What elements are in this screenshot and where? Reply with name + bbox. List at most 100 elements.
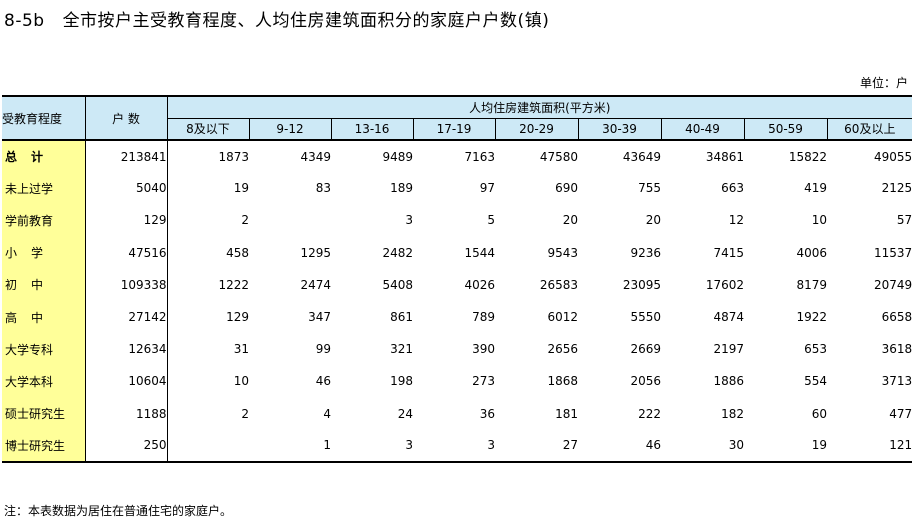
row-label: 高中 <box>2 300 86 334</box>
footnote: 注：本表数据为居住在普通住宅的家庭户。 <box>4 504 233 518</box>
value-cell: 1868 <box>547 374 578 389</box>
households-cell: 1188 <box>85 397 168 430</box>
value-cell: 7415 <box>713 245 744 260</box>
value-cell: 1922 <box>796 310 827 325</box>
value-cell: 5550 <box>630 310 661 325</box>
header-row: 受教育程度 户 数 人均住房建筑面积(平方米) <box>2 95 913 141</box>
value-cell: 321 <box>390 342 413 357</box>
value-cell: 99 <box>315 342 331 357</box>
value-cell: 3618 <box>881 342 913 357</box>
value-cell: 755 <box>638 181 661 196</box>
column-header: 17-19 <box>413 118 496 141</box>
value-cell: 34861 <box>705 149 744 164</box>
value-cell: 2 <box>241 406 249 421</box>
value-cell: 3 <box>405 213 413 228</box>
value-cell: 20749 <box>873 277 913 292</box>
value-cell: 198 <box>390 374 413 389</box>
value-cell: 47580 <box>539 149 578 164</box>
value-cell: 9543 <box>547 245 578 260</box>
value-cell: 2669 <box>630 342 661 357</box>
header-education: 受教育程度 <box>2 95 86 141</box>
table-row: 大学本科 10604 10 46 198 273 1868 2056 1886 554 3713 <box>2 365 913 398</box>
row-label: 初中 <box>2 268 86 301</box>
value-cell: 6658 <box>881 310 913 325</box>
value-cell: 83 <box>315 181 331 196</box>
subheader-row: 8及以下 9-12 13-16 17-19 20-29 30-39 40-49 50-59 60… <box>2 118 913 141</box>
value-cell: 4 <box>323 406 331 421</box>
value-cell: 11537 <box>873 245 913 260</box>
value-cell: 8179 <box>796 277 827 292</box>
row-label: 博士研究生 <box>2 429 86 463</box>
value-cell: 2474 <box>300 277 331 292</box>
value-cell <box>167 429 249 463</box>
value-cell: 4006 <box>796 245 827 260</box>
value-cell: 4874 <box>713 310 744 325</box>
value-cell: 5 <box>487 213 495 228</box>
value-cell: 1 <box>249 429 331 463</box>
value-cell: 10 <box>233 374 249 389</box>
column-header: 30-39 <box>578 118 662 141</box>
value-cell: 7163 <box>464 149 495 164</box>
value-cell: 861 <box>390 310 413 325</box>
value-cell: 46 <box>578 429 661 463</box>
value-cell: 554 <box>804 374 827 389</box>
table-row: 初中 109338 1222 2474 5408 4026 26583 23095 17602 8… <box>2 268 913 301</box>
row-label: 未上过学 <box>2 172 86 205</box>
total-row: 总计 213841 1873 4349 9489 7163 47580 43649 34861 1… <box>2 140 913 173</box>
value-cell: 1886 <box>713 374 744 389</box>
header-households: 户 数 <box>85 95 168 141</box>
value-cell: 17602 <box>705 277 744 292</box>
value-cell: 663 <box>721 181 744 196</box>
table-title: 全市按户主受教育程度、人均住房建筑面积分的家庭户户数(镇) <box>62 11 550 31</box>
value-cell: 789 <box>472 310 495 325</box>
households-cell: 27142 <box>85 300 168 334</box>
value-cell: 6012 <box>547 310 578 325</box>
households-cell: 250 <box>85 429 168 463</box>
value-cell: 15822 <box>788 149 827 164</box>
row-label: 硕士研究生 <box>2 397 86 430</box>
value-cell: 1295 <box>300 245 331 260</box>
table-row: 小学 47516 458 1295 2482 1544 9543 9236 7415 4006 11… <box>2 236 913 269</box>
value-cell: 1873 <box>218 149 249 164</box>
table-row: 高中 27142 129 347 861 789 6012 5550 4874 1922 6658 <box>2 300 913 334</box>
value-cell: 23095 <box>622 277 661 292</box>
households-cell: 213841 <box>85 140 168 173</box>
column-header: 50-59 <box>744 118 828 141</box>
households-cell: 5040 <box>85 172 168 205</box>
value-cell: 19 <box>233 181 249 196</box>
page-title: 8-5b 全市按户主受教育程度、人均住房建筑面积分的家庭户户数(镇) <box>4 6 549 31</box>
value-cell: 3 <box>413 429 495 463</box>
value-cell: 57 <box>896 213 913 228</box>
value-cell: 4026 <box>464 277 495 292</box>
households-cell: 109338 <box>85 268 168 301</box>
value-cell: 20 <box>562 213 578 228</box>
table-row: 大学专科 12634 31 99 321 390 2656 2669 2197 653 3618 <box>2 333 913 366</box>
value-cell: 49055 <box>873 149 913 164</box>
table-body: 总计 213841 1873 4349 9489 7163 47580 43649 34861 1… <box>2 140 913 463</box>
header-area-group: 人均住房建筑面积(平方米) <box>167 95 913 119</box>
value-cell: 12 <box>728 213 744 228</box>
value-cell: 30 <box>661 429 744 463</box>
value-cell: 46 <box>315 374 331 389</box>
value-cell: 36 <box>479 406 495 421</box>
value-cell: 1544 <box>464 245 495 260</box>
row-label: 小学 <box>2 236 86 269</box>
value-cell: 31 <box>233 342 249 357</box>
unit-label: 单位：户 <box>859 76 908 90</box>
value-cell: 181 <box>555 406 578 421</box>
data-table: 受教育程度 户 数 人均住房建筑面积(平方米) 8及以下 9-12 13-16 17-… <box>2 95 913 463</box>
value-cell: 653 <box>804 342 827 357</box>
value-cell: 20 <box>645 213 661 228</box>
column-header: 40-49 <box>661 118 745 141</box>
table-row: 学前教育 129 2 3 5 20 20 12 10 57 <box>2 204 913 237</box>
column-header: 8及以下 <box>167 118 250 141</box>
row-label: 大学本科 <box>2 365 86 398</box>
value-cell: 2656 <box>547 342 578 357</box>
table-row: 博士研究生 250 1 3 3 27 46 30 19 121 <box>2 429 913 463</box>
value-cell: 26583 <box>539 277 578 292</box>
value-cell: 121 <box>827 429 913 463</box>
row-label: 学前教育 <box>2 204 86 237</box>
value-cell: 189 <box>390 181 413 196</box>
value-cell: 3713 <box>881 374 913 389</box>
value-cell: 97 <box>479 181 495 196</box>
